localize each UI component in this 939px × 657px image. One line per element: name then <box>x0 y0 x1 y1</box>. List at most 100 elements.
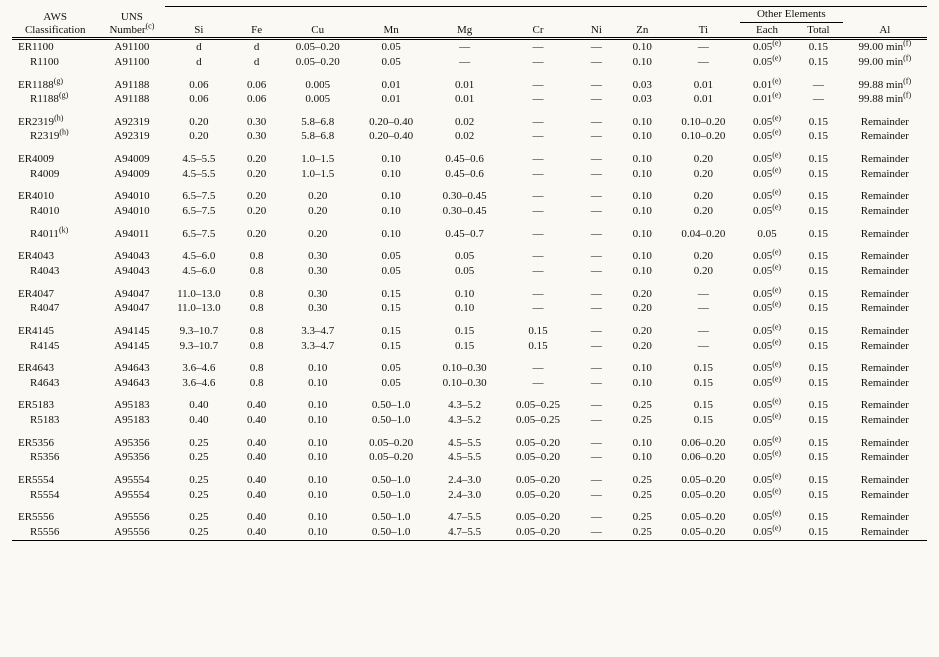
cell-zn: 0.03 <box>618 92 667 107</box>
cell-mn: 0.10 <box>354 152 427 167</box>
cell-cu: 1.0–1.5 <box>281 167 354 182</box>
table-row: R2319(h)A923190.200.305.8–6.80.20–0.400.… <box>12 129 927 144</box>
cell-total: 0.15 <box>794 204 843 219</box>
cell-al: Remainder <box>843 129 927 144</box>
cell-fe: 0.40 <box>232 488 281 503</box>
table-row: ER2319(h)A923190.200.305.8–6.80.20–0.400… <box>12 115 927 130</box>
cell-mg: 0.01 <box>428 92 501 107</box>
cell-ti: — <box>667 339 740 354</box>
cell-si: 0.25 <box>165 450 232 465</box>
cell-ti: 0.01 <box>667 78 740 93</box>
table-row: R4010A940106.5–7.50.200.200.100.30–0.45—… <box>12 204 927 219</box>
cell-cu: 0.10 <box>281 361 354 376</box>
cell-aws: ER4010 <box>12 189 98 204</box>
cell-zn: 0.03 <box>618 78 667 93</box>
cell-si: 6.5–7.5 <box>165 189 232 204</box>
cell-ti: — <box>667 324 740 339</box>
cell-aws: R2319(h) <box>12 129 98 144</box>
cell-mg: 0.05 <box>428 249 501 264</box>
cell-each: 0.05(e) <box>740 39 794 55</box>
cell-al: 99.88 min(f) <box>843 92 927 107</box>
cell-ni: — <box>575 92 618 107</box>
cell-zn: 0.10 <box>618 376 667 391</box>
cell-mn: 0.15 <box>354 324 427 339</box>
cell-mn: 0.05 <box>354 55 427 70</box>
cell-cu: 0.10 <box>281 525 354 540</box>
cell-ti: 0.20 <box>667 152 740 167</box>
cell-fe: 0.20 <box>232 227 281 242</box>
cell-zn: 0.10 <box>618 436 667 451</box>
cell-ni: — <box>575 204 618 219</box>
cell-fe: 0.20 <box>232 167 281 182</box>
cell-aws: ER4043 <box>12 249 98 264</box>
cell-aws: R5554 <box>12 488 98 503</box>
cell-fe: 0.40 <box>232 413 281 428</box>
cell-si: 0.06 <box>165 92 232 107</box>
cell-ti: 0.20 <box>667 189 740 204</box>
col-si: Si <box>165 7 232 39</box>
cell-aws: R4145 <box>12 339 98 354</box>
cell-cu: 0.10 <box>281 488 354 503</box>
col-fe: Fe <box>232 7 281 39</box>
cell-cr: — <box>501 39 574 55</box>
cell-mg: 2.4–3.0 <box>428 473 501 488</box>
cell-aws: R1100 <box>12 55 98 70</box>
table-row: ER4009A940094.5–5.50.201.0–1.50.100.45–0… <box>12 152 927 167</box>
cell-ni: — <box>575 436 618 451</box>
cell-fe: 0.40 <box>232 525 281 540</box>
cell-si: 6.5–7.5 <box>165 227 232 242</box>
cell-zn: 0.25 <box>618 413 667 428</box>
table-row: ER4145A941459.3–10.70.83.3–4.70.150.150.… <box>12 324 927 339</box>
cell-si: 0.20 <box>165 129 232 144</box>
cell-si: 0.40 <box>165 398 232 413</box>
cell-each: 0.05 <box>740 227 794 242</box>
cell-al: Remainder <box>843 339 927 354</box>
cell-uns: A91100 <box>98 39 165 55</box>
cell-al: Remainder <box>843 361 927 376</box>
cell-al: Remainder <box>843 287 927 302</box>
cell-fe: 0.8 <box>232 361 281 376</box>
cell-mg: 4.5–5.5 <box>428 450 501 465</box>
cell-al: Remainder <box>843 398 927 413</box>
cell-zn: 0.20 <box>618 287 667 302</box>
cell-si: 9.3–10.7 <box>165 339 232 354</box>
cell-cu: 0.05–0.20 <box>281 55 354 70</box>
col-mn: Mn <box>354 7 427 39</box>
cell-fe: 0.06 <box>232 78 281 93</box>
cell-aws: ER5356 <box>12 436 98 451</box>
cell-zn: 0.25 <box>618 473 667 488</box>
cell-cr: — <box>501 92 574 107</box>
cell-ni: — <box>575 376 618 391</box>
cell-total: 0.15 <box>794 361 843 376</box>
cell-fe: 0.8 <box>232 376 281 391</box>
cell-ti: 0.01 <box>667 92 740 107</box>
cell-ti: — <box>667 55 740 70</box>
cell-cr: — <box>501 55 574 70</box>
cell-total: 0.15 <box>794 450 843 465</box>
cell-ti: 0.20 <box>667 204 740 219</box>
cell-total: — <box>794 92 843 107</box>
cell-ti: 0.06–0.20 <box>667 450 740 465</box>
cell-mn: 0.50–1.0 <box>354 525 427 540</box>
cell-ni: — <box>575 115 618 130</box>
cell-uns: A94047 <box>98 287 165 302</box>
cell-each: 0.01(e) <box>740 92 794 107</box>
cell-mg: 0.45–0.6 <box>428 152 501 167</box>
cell-aws: ER4643 <box>12 361 98 376</box>
cell-cr: — <box>501 264 574 279</box>
cell-total: 0.15 <box>794 473 843 488</box>
cell-cr: 0.15 <box>501 324 574 339</box>
cell-cu: 0.05–0.20 <box>281 39 354 55</box>
col-mg: Mg <box>428 7 501 39</box>
cell-each: 0.05(e) <box>740 361 794 376</box>
cell-cr: 0.05–0.20 <box>501 488 574 503</box>
cell-al: Remainder <box>843 264 927 279</box>
cell-fe: 0.8 <box>232 324 281 339</box>
col-each: Each <box>740 22 794 39</box>
cell-fe: 0.40 <box>232 473 281 488</box>
cell-mn: 0.05 <box>354 361 427 376</box>
cell-ti: 0.05–0.20 <box>667 473 740 488</box>
cell-total: 0.15 <box>794 436 843 451</box>
cell-zn: 0.10 <box>618 129 667 144</box>
cell-fe: 0.8 <box>232 249 281 264</box>
